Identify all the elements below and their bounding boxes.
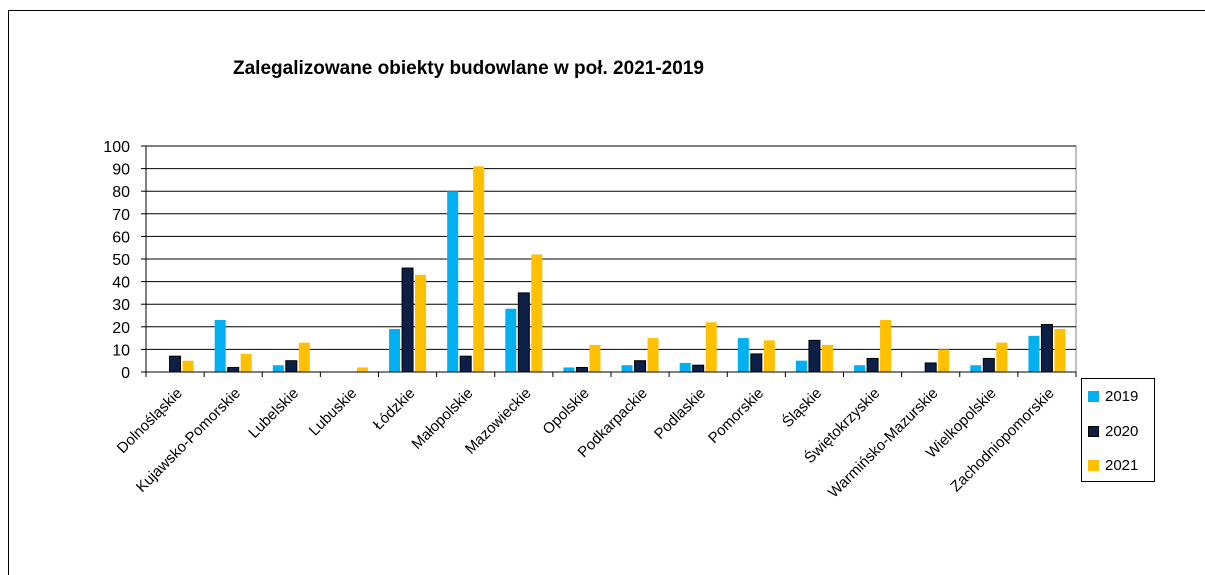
bar-2021-10 <box>763 340 775 372</box>
bar-2020-7 <box>575 366 588 373</box>
x-category-label: Pomorskie <box>705 385 767 447</box>
y-tick-label: 30 <box>112 297 130 314</box>
bar-2019-11 <box>795 360 807 372</box>
y-tick-label: 0 <box>121 365 130 382</box>
bar-2021-1 <box>240 353 252 372</box>
bar-2019-9 <box>679 362 691 372</box>
legend-item-2020: 2020 <box>1088 423 1138 440</box>
x-category-label: Warmińsko-Mazurskie <box>825 385 942 502</box>
y-tick-label: 80 <box>112 184 130 201</box>
x-category-label: Łódzkie <box>370 385 419 434</box>
legend-label-2021: 2021 <box>1105 457 1139 474</box>
bar-2020-14 <box>982 357 995 373</box>
x-category-label: Lubuskie <box>306 385 360 439</box>
bar-2019-8 <box>621 365 633 372</box>
bar-2020-1 <box>227 366 240 373</box>
chart-frame <box>8 10 1205 575</box>
legend-swatch-2019 <box>1088 391 1099 402</box>
legend-label-2020: 2020 <box>1105 423 1139 440</box>
bar-2020-5 <box>459 355 472 373</box>
y-tick-label: 70 <box>112 207 130 224</box>
bar-2020-11 <box>808 339 821 373</box>
bar-2021-7 <box>589 344 601 372</box>
x-category-label: Zachodniopomorskie <box>947 385 1057 495</box>
bar-2020-8 <box>634 360 647 373</box>
x-category-label: Kujawsko-Pomorskie <box>133 385 244 496</box>
gridlines <box>146 145 1076 350</box>
bar-2021-9 <box>705 322 717 372</box>
bar-2021-5 <box>473 166 485 372</box>
bar-2019-12 <box>854 365 866 372</box>
bar-2021-11 <box>821 344 833 372</box>
y-tick-label: 10 <box>112 342 130 359</box>
bar-2020-0 <box>169 355 182 373</box>
legend-swatch-2020 <box>1088 426 1099 437</box>
bar-2019-7 <box>563 367 575 372</box>
bars <box>169 166 1066 373</box>
bar-2019-15 <box>1028 335 1040 372</box>
bar-2021-2 <box>298 342 310 372</box>
y-tick-label: 20 <box>112 320 130 337</box>
y-tick-label: 100 <box>103 139 130 156</box>
chart-title: Zalegalizowane obiekty budowlane w poł. … <box>233 58 704 79</box>
bar-2021-8 <box>647 338 659 372</box>
x-category-label: Opolskie <box>539 385 592 438</box>
bar-2021-0 <box>182 360 194 372</box>
bar-2021-14 <box>996 342 1008 372</box>
y-tick-label: 60 <box>112 229 130 246</box>
bar-2021-12 <box>880 320 892 372</box>
y-axis-tick-labels: 0 10 20 30 40 50 60 70 80 90 100 <box>103 139 146 382</box>
bar-2021-3 <box>356 367 368 372</box>
y-tick-label: 90 <box>112 162 130 179</box>
bar-2020-9 <box>692 364 705 373</box>
bar-2019-1 <box>214 320 226 372</box>
y-tick-label: 50 <box>112 252 130 269</box>
legend-item-2019: 2019 <box>1088 388 1138 405</box>
bar-2019-6 <box>505 308 517 372</box>
bar-2019-10 <box>737 338 749 372</box>
bar-2019-14 <box>970 365 982 372</box>
bar-2020-12 <box>866 357 879 373</box>
x-category-label: Śląskie <box>778 384 825 431</box>
bar-2020-10 <box>750 353 763 373</box>
bar-2021-13 <box>938 349 950 372</box>
bar-2020-6 <box>517 292 530 373</box>
bar-2021-6 <box>531 254 543 372</box>
legend: 2019 2020 2021 <box>1081 378 1155 482</box>
x-category-label: Lubelskie <box>245 385 302 442</box>
bar-2020-2 <box>285 360 298 373</box>
bar-2020-4 <box>401 267 414 373</box>
bar-2021-15 <box>1054 329 1066 372</box>
legend-label-2019: 2019 <box>1105 388 1139 405</box>
x-category-label: Podlaskie <box>651 385 709 443</box>
bar-2019-5 <box>447 191 459 372</box>
legend-swatch-2021 <box>1088 460 1099 471</box>
legend-item-2021: 2021 <box>1088 457 1138 474</box>
bar-2019-2 <box>272 365 284 372</box>
bar-2020-15 <box>1040 324 1053 373</box>
y-tick-label: 40 <box>112 275 130 292</box>
bar-2019-4 <box>389 329 401 372</box>
bar-2021-4 <box>415 274 427 372</box>
bar-2020-13 <box>924 362 937 373</box>
x-axis-ticks <box>145 372 1077 377</box>
